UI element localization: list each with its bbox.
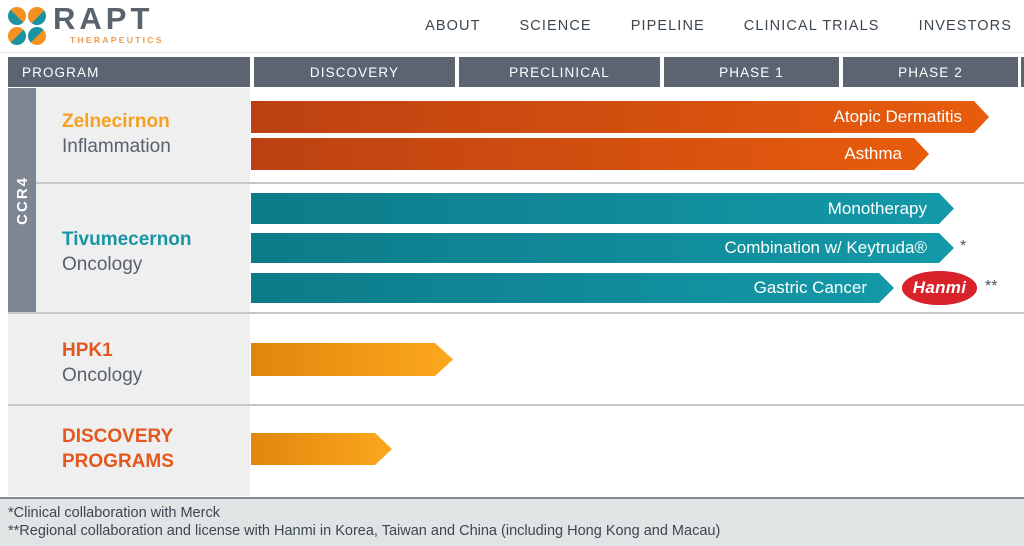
program-name: Zelnecirnon — [62, 111, 170, 132]
program-focus: Oncology — [62, 253, 143, 275]
rapt-logo-icon — [8, 7, 46, 45]
program-hpk1: HPK1 Oncology — [62, 339, 142, 388]
program-name: DISCOVERY PROGRAMS — [62, 426, 174, 472]
hanmi-logo-badge: Hanmi — [902, 271, 977, 305]
program-discovery-programs: DISCOVERY PROGRAMS — [62, 425, 227, 474]
nav-item-clinical-trials[interactable]: CLINICAL TRIALS — [743, 18, 880, 34]
program-label-panel-ccr4 — [36, 88, 250, 312]
column-header-next-phase-sliver — [1021, 57, 1024, 87]
program-focus: Inflammation — [62, 135, 171, 157]
bar-label: Combination w/ Keytruda® — [724, 238, 927, 257]
bar-label: Gastric Cancer — [753, 278, 867, 297]
row-divider — [8, 312, 1024, 314]
footnote-marker-double: ** — [985, 278, 998, 295]
phase-header-row: PROGRAM DISCOVERY PRECLINICAL PHASE 1 PH… — [0, 52, 1024, 88]
nav-item-about[interactable]: ABOUT — [425, 18, 481, 34]
pipeline-board: CCR4 Zelnecirnon Inflammation Tivumecern… — [0, 88, 1024, 497]
brand-name: RAPT — [53, 1, 154, 36]
bar-label: Atopic Dermatitis — [833, 107, 962, 126]
pipeline-bar-monotherapy: Monotherapy — [251, 193, 954, 224]
row-divider — [8, 404, 1024, 406]
row-divider — [36, 182, 1024, 184]
column-header-phase2: PHASE 2 — [843, 57, 1018, 87]
bar-label: Monotherapy — [827, 198, 927, 218]
logo-dot-icon — [28, 27, 46, 45]
top-nav-bar: RAPT THERAPEUTICS ABOUT SCIENCE PIPELINE… — [0, 0, 1024, 52]
brand-subtitle: THERAPEUTICS — [70, 35, 164, 45]
program-name: HPK1 — [62, 340, 113, 361]
nav-item-science[interactable]: SCIENCE — [519, 18, 592, 34]
program-focus: Oncology — [62, 364, 143, 386]
column-header-preclinical: PRECLINICAL — [459, 57, 660, 87]
program-tivumecernon: Tivumecernon Oncology — [62, 228, 192, 277]
pipeline-bar-discovery-programs — [251, 433, 392, 465]
rapt-logo[interactable]: RAPT THERAPEUTICS — [8, 1, 164, 45]
pipeline-bar-gastric-cancer: Gastric Cancer — [251, 273, 894, 303]
pipeline-bar-atopic-dermatitis: Atopic Dermatitis — [251, 101, 989, 133]
logo-dot-icon — [8, 7, 26, 25]
nav-item-pipeline[interactable]: PIPELINE — [630, 18, 705, 34]
column-header-discovery: DISCOVERY — [254, 57, 455, 87]
footnote-hanmi: **Regional collaboration and license wit… — [8, 523, 721, 540]
main-nav: ABOUT SCIENCE PIPELINE CLINICAL TRIALS I… — [425, 0, 1012, 52]
logo-dot-icon — [28, 7, 46, 25]
footnotes: *Clinical collaboration with Merck **Reg… — [0, 497, 1024, 546]
program-zelnecirnon: Zelnecirnon Inflammation — [62, 110, 171, 159]
bar-label: Asthma — [844, 144, 902, 163]
footnote-marker-single: * — [960, 238, 967, 255]
program-name: Tivumecernon — [62, 229, 192, 250]
column-header-program: PROGRAM — [8, 57, 250, 87]
pipeline-bar-asthma: Asthma — [251, 138, 929, 170]
footnote-merck: *Clinical collaboration with Merck — [8, 505, 220, 521]
target-group-ccr4-bar: CCR4 — [8, 88, 36, 312]
nav-item-investors[interactable]: INVESTORS — [918, 18, 1012, 34]
target-group-label: CCR4 — [13, 175, 31, 225]
column-header-phase1: PHASE 1 — [664, 57, 839, 87]
pipeline-bar-hpk1 — [251, 343, 453, 376]
logo-dot-icon — [8, 27, 26, 45]
pipeline-bar-combination-keytruda: Combination w/ Keytruda® — [251, 233, 954, 263]
